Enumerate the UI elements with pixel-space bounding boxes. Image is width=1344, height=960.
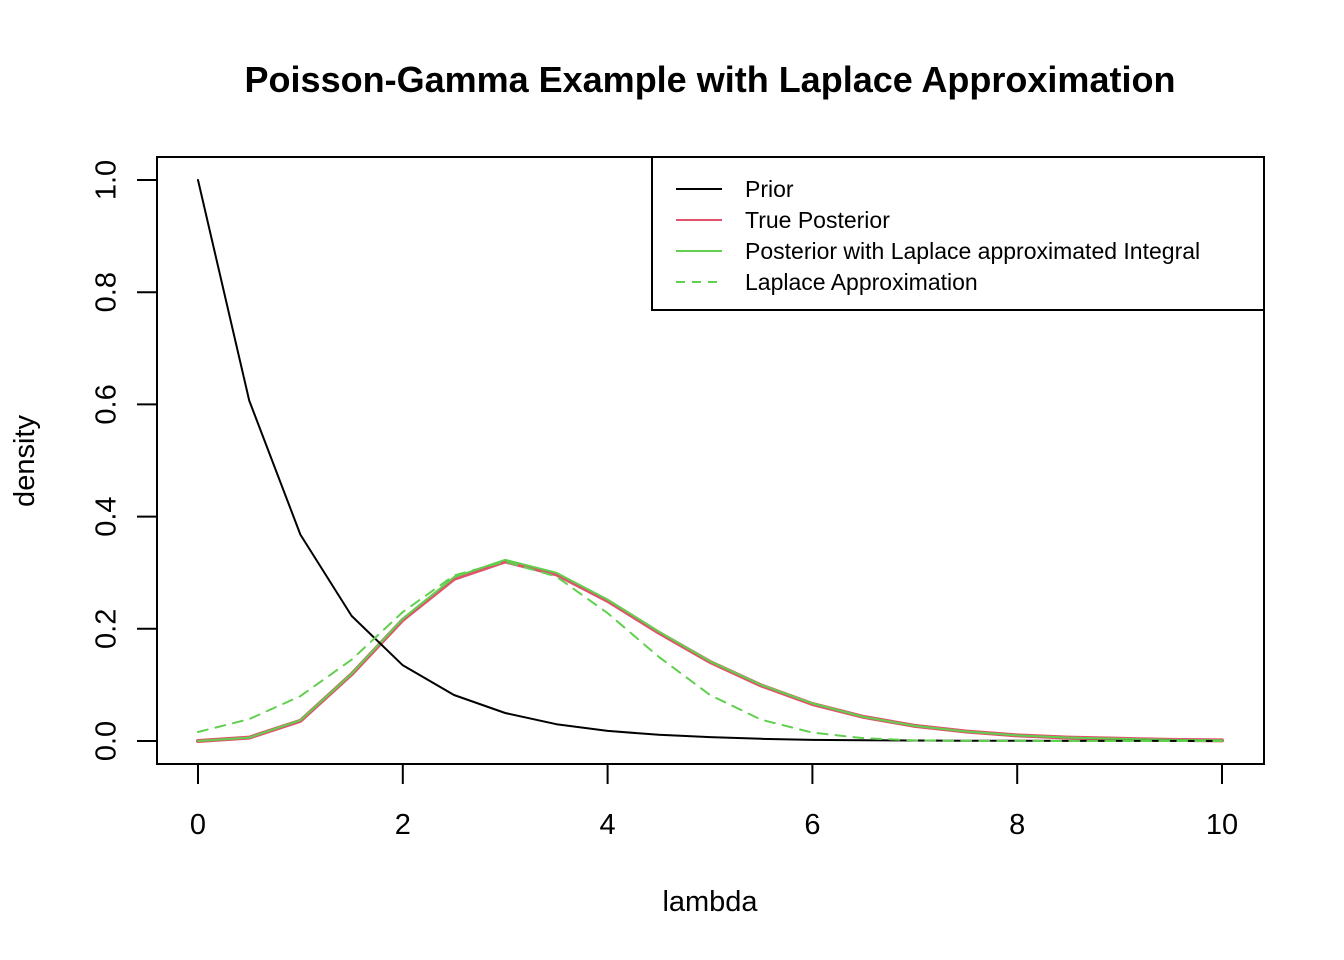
y-tick-label: 0.6 <box>91 384 123 424</box>
x-tick-label: 10 <box>1206 809 1238 841</box>
x-tick-label: 0 <box>190 809 206 841</box>
legend: Prior True Posterior Posterior with Laplac… <box>651 156 1265 311</box>
legend-label: True Posterior <box>745 207 890 233</box>
y-tick-label: 0.0 <box>91 721 123 761</box>
series-line <box>196 559 1224 743</box>
x-tick-label: 2 <box>395 809 411 841</box>
series-line <box>197 558 1223 742</box>
series-layer <box>196 179 1224 743</box>
x-tick-label: 8 <box>1009 809 1025 841</box>
x-tick-label: 6 <box>804 809 820 841</box>
legend-label: Prior <box>745 176 794 202</box>
x-axis: 0 2 4 6 8 10 <box>190 763 1238 841</box>
y-axis-label: density <box>9 415 41 507</box>
legend-label: Laplace Approximation <box>745 269 978 295</box>
y-tick-label: 0.4 <box>91 496 123 536</box>
y-tick-label: 1.0 <box>91 160 123 200</box>
series-line <box>197 560 1223 742</box>
x-tick-label: 4 <box>600 809 616 841</box>
y-tick-label: 0.2 <box>91 609 123 649</box>
legend-label: Posterior with Laplace approximated Inte… <box>745 238 1200 264</box>
y-axis: 0.0 0.2 0.4 0.6 0.8 1.0 <box>91 160 158 761</box>
y-tick-label: 0.8 <box>91 272 123 312</box>
legend-box <box>651 156 1265 311</box>
x-axis-label: lambda <box>662 886 758 918</box>
chart-title: Poisson-Gamma Example with Laplace Appro… <box>245 59 1176 100</box>
